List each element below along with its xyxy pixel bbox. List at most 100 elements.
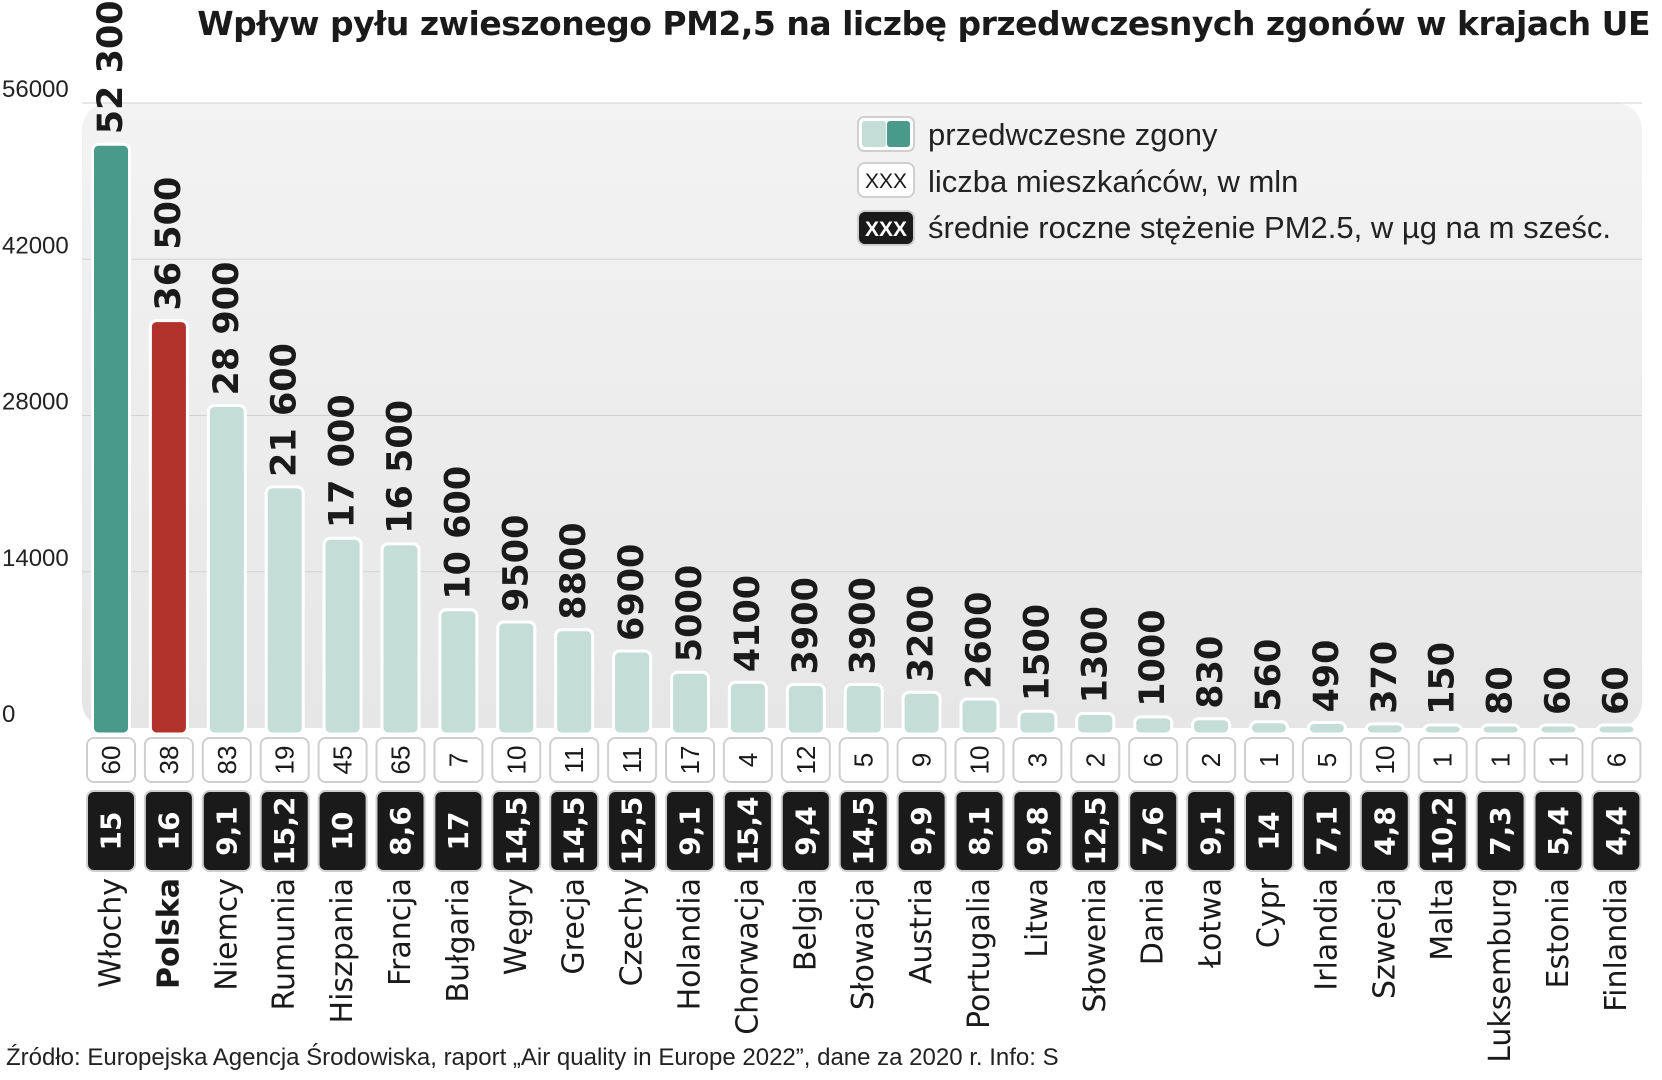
population-value: 6 — [1601, 753, 1631, 767]
bar-value-label: 21 600 — [265, 343, 305, 477]
y-tick-label: 14000 — [2, 545, 69, 572]
population-box — [665, 737, 715, 783]
chart-title: Wpływ pyłu zwieszonego PM2,5 na liczbę p… — [197, 4, 1650, 43]
population-box — [1591, 737, 1642, 783]
country-label: Bułgaria — [441, 878, 476, 1003]
bar — [1596, 723, 1637, 736]
legend-population-marker: XXX — [865, 170, 907, 193]
country-label: Słowacja — [846, 878, 881, 1010]
pm25-box — [491, 790, 542, 872]
bar — [148, 319, 189, 736]
pm25-value: 10,2 — [1426, 796, 1459, 865]
population-box — [722, 737, 773, 783]
country-label: Słowenia — [1078, 878, 1113, 1013]
population-box — [143, 737, 194, 783]
pm25-box — [433, 790, 484, 872]
pm25-box — [665, 790, 715, 872]
pm25-value: 4,8 — [1368, 806, 1401, 856]
population-box — [1533, 737, 1584, 783]
pm25-box — [954, 790, 1005, 872]
pm25-box — [1128, 790, 1179, 872]
pm25-box — [317, 790, 368, 872]
pm25-value: 7,6 — [1137, 806, 1170, 856]
population-box — [86, 737, 136, 783]
bar — [1364, 722, 1405, 736]
country-label: Rumunia — [267, 878, 302, 1010]
pm25-value: 17 — [442, 812, 475, 851]
pm25-box — [1012, 790, 1063, 872]
population-value: 60 — [96, 746, 126, 775]
bar-value-label: 150 — [1423, 642, 1463, 715]
pm25-box — [259, 790, 310, 872]
population-value: 11 — [559, 747, 589, 774]
population-value: 9 — [907, 753, 937, 767]
pm25-box — [1301, 790, 1352, 872]
pm25-box — [1417, 790, 1468, 872]
legend-population-swatch — [857, 162, 915, 198]
legend-pm25-marker: XXX — [865, 218, 907, 241]
population-box — [201, 737, 252, 783]
bar-value-label: 830 — [1191, 636, 1231, 709]
legend-population-label: liczba mieszkańców, w mln — [928, 164, 1298, 199]
bar-value-label: 60 — [1539, 666, 1579, 715]
bar-value-label: 370 — [1365, 641, 1405, 714]
pm25-box — [607, 790, 658, 872]
population-value: 65 — [386, 746, 416, 775]
bar-value-label: 3200 — [902, 585, 942, 682]
y-tick-label: 28000 — [2, 389, 69, 416]
population-value: 1 — [1254, 753, 1284, 767]
pm25-box — [143, 790, 194, 872]
bar — [1538, 723, 1579, 736]
country-label: Austria — [904, 878, 939, 984]
country-label: Czechy — [615, 878, 650, 986]
country-label: Belgia — [788, 878, 823, 971]
bar-value-label: 80 — [1481, 666, 1521, 715]
population-value: 10 — [1370, 746, 1400, 775]
population-value: 1 — [1428, 753, 1458, 767]
population-box — [954, 737, 1005, 783]
pm25-box — [1186, 790, 1237, 872]
country-label: Francja — [383, 878, 418, 986]
pm25-value: 15,2 — [268, 796, 301, 865]
pm25-value: 10 — [326, 812, 359, 851]
legend: przedwczesne zgony XXX liczba mieszkańcó… — [857, 116, 1611, 246]
y-tick-label: 56000 — [2, 76, 69, 103]
bar-value-label: 3900 — [844, 577, 884, 674]
country-label: Polska — [151, 878, 186, 989]
country-label: Finlandia — [1599, 878, 1634, 1012]
y-tick-label: 42000 — [2, 232, 69, 259]
bar — [901, 690, 942, 736]
country-label: Chorwacja — [730, 878, 765, 1035]
pm25-box — [86, 790, 136, 872]
pm25-value: 4,4 — [1600, 806, 1633, 856]
population-value: 2 — [1080, 753, 1110, 767]
bar — [785, 682, 826, 736]
pm25-box — [1244, 790, 1294, 872]
bar — [91, 142, 131, 736]
pm25-box — [1475, 790, 1526, 872]
population-box — [317, 737, 368, 783]
country-label: Litwa — [1020, 878, 1055, 958]
pm25-box — [549, 790, 600, 872]
bar — [727, 680, 768, 736]
country-label: Portugalia — [962, 878, 997, 1029]
country-label: Włochy — [94, 878, 129, 988]
population-value: 45 — [328, 746, 358, 775]
population-value: 10 — [965, 746, 995, 775]
bar-value-label: 1000 — [1133, 609, 1173, 706]
population-box — [1244, 737, 1294, 783]
country-label: Irlandia — [1309, 878, 1344, 991]
country-label: Cypr — [1252, 877, 1287, 948]
country-label: Szwecja — [1367, 878, 1402, 999]
bar — [1249, 720, 1289, 736]
y-tick-label: 0 — [2, 701, 15, 728]
bar — [612, 649, 653, 736]
bar-value-label: 36 500 — [149, 177, 189, 311]
bar-value-label: 490 — [1307, 639, 1347, 712]
pm25-value: 14 — [1253, 812, 1286, 851]
pm25-value: 16 — [152, 812, 185, 851]
population-box — [1186, 737, 1237, 783]
bar-value-label: 52 300 — [91, 0, 131, 134]
bar — [206, 403, 247, 736]
source-note: Źródło: Europejska Agencja Środowiska, r… — [6, 1044, 1059, 1071]
